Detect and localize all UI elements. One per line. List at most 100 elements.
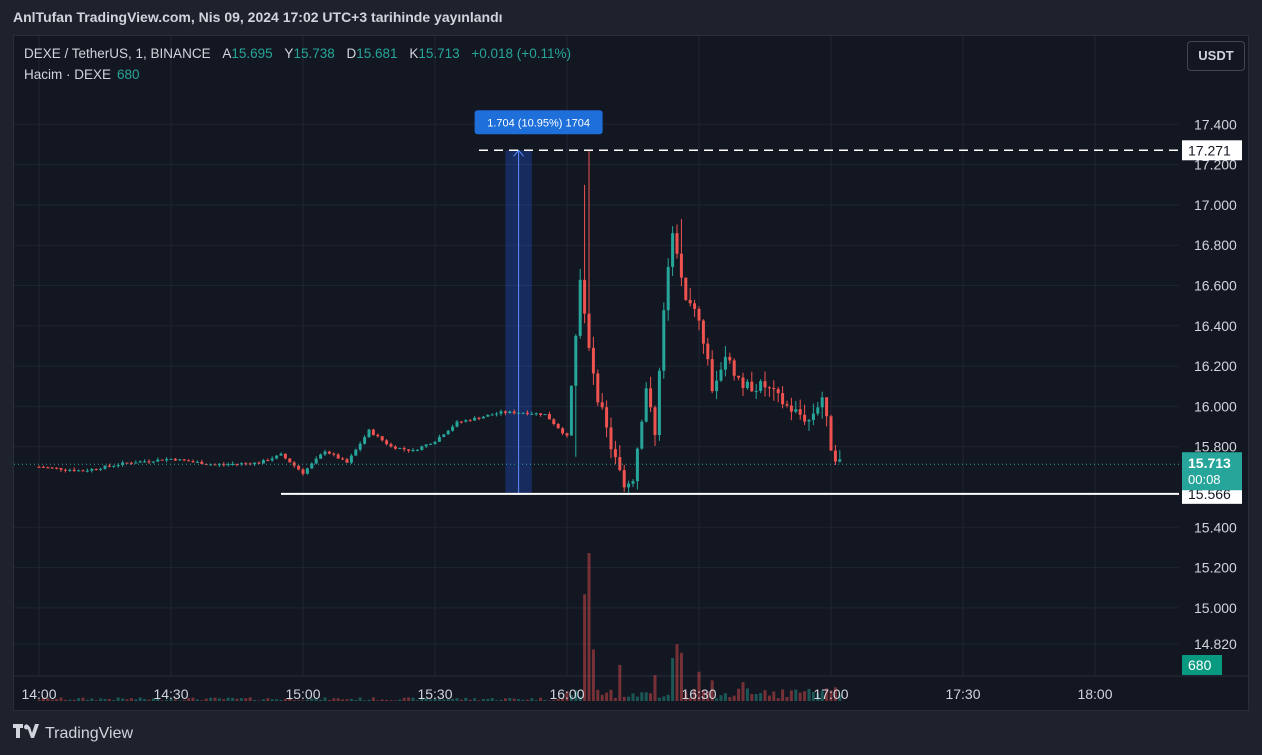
volume-bar: [376, 700, 380, 701]
volume-bar: [292, 700, 296, 701]
y-tick-label: 15.200: [1194, 560, 1237, 576]
candle-body: [552, 419, 556, 424]
candle-body: [222, 464, 226, 466]
volume-bar: [407, 697, 411, 701]
volume-bar: [473, 698, 477, 701]
volume-bar: [741, 682, 745, 701]
candle-body: [213, 464, 217, 466]
candle-body: [781, 393, 785, 405]
volume-bar: [77, 698, 81, 701]
candle-body: [411, 449, 415, 451]
y-tick-label: 17.200: [1194, 157, 1237, 173]
candle-body: [710, 359, 714, 392]
volume-bar: [798, 692, 802, 701]
chart-pane[interactable]: 1.704 (10.95%) 1704 17.400 17.200 17.000 16.…: [13, 35, 1249, 711]
candle-body: [231, 463, 235, 465]
low-label: D: [346, 46, 357, 61]
volume-bar: [451, 698, 455, 701]
volume-bar: [288, 698, 292, 701]
candle-body: [332, 453, 336, 455]
volume-bar: [90, 698, 94, 701]
candle-body: [107, 465, 111, 467]
volume-bar: [231, 697, 235, 701]
candle-body: [77, 470, 81, 472]
candle-body: [297, 465, 301, 470]
volume-bar: [803, 691, 807, 701]
open-value: 15.695: [231, 46, 273, 61]
candle-body: [798, 409, 802, 415]
volume-bar: [789, 690, 793, 701]
volume-bar: [833, 687, 837, 701]
candle-body: [147, 461, 151, 463]
candle-body: [81, 470, 85, 472]
volume-bar: [693, 688, 697, 701]
volume-bar: [517, 699, 521, 701]
volume-bar: [68, 699, 72, 701]
candle-body: [600, 402, 604, 408]
volume-bar: [173, 699, 177, 701]
candle-body: [200, 461, 204, 465]
volume-bar: [301, 700, 305, 701]
volume-bar: [37, 699, 41, 701]
close-value: 15.713: [418, 46, 460, 61]
high-value: 15.738: [293, 46, 335, 61]
volume-bar: [508, 698, 512, 701]
volume-bar: [468, 699, 472, 701]
candle-body: [789, 405, 793, 412]
candle-body: [94, 469, 98, 471]
candle-body: [37, 466, 41, 468]
candle-body: [838, 459, 842, 462]
volume-bar: [204, 698, 208, 701]
candle-body: [301, 469, 305, 474]
candle-body: [715, 380, 719, 392]
volume-bar: [640, 692, 644, 701]
candle-body: [693, 303, 697, 309]
volume-bar: [525, 699, 529, 701]
candle-body: [583, 279, 587, 314]
volume-bar: [248, 697, 252, 701]
candle-body: [134, 462, 138, 464]
volume-bar: [41, 697, 45, 701]
tradingview-brand[interactable]: TradingView: [13, 724, 133, 743]
candle-body: [217, 464, 221, 466]
candle-body: [310, 463, 314, 469]
candle-body: [591, 347, 595, 374]
candle-body: [539, 413, 543, 415]
volume-bar: [618, 664, 622, 701]
price-chart[interactable]: 1.704 (10.95%) 1704 17.400 17.200 17.000 16.…: [14, 36, 1249, 711]
volume-bar: [433, 698, 437, 701]
candle-body: [354, 449, 358, 456]
volume-bar: [767, 695, 771, 701]
candle-body: [754, 390, 758, 392]
candle-body: [151, 461, 155, 463]
volume-bar: [297, 700, 301, 701]
volume-bar: [99, 698, 103, 701]
candle-body: [596, 373, 600, 403]
volume-bar: [745, 688, 749, 701]
volume-bar: [596, 689, 600, 701]
volume-bar: [829, 690, 833, 701]
candle-body: [675, 233, 679, 254]
candle-body: [820, 397, 824, 408]
x-tick-label: 15:00: [285, 686, 320, 702]
volume-bar: [156, 697, 160, 701]
y-tick-label: 16.600: [1194, 278, 1237, 294]
volume-bar: [349, 698, 353, 701]
volume-bar: [398, 699, 402, 701]
candle-body: [363, 437, 367, 444]
volume-bar: [600, 694, 604, 701]
volume-bar: [358, 697, 362, 701]
symbol-label[interactable]: DEXE / TetherUS, 1, BINANCE: [24, 46, 211, 61]
candle-body: [85, 470, 89, 472]
volume-bar: [816, 693, 820, 701]
volume-bar: [165, 700, 169, 701]
candle-body: [165, 459, 169, 461]
candle-body: [59, 468, 63, 470]
volume-bar: [94, 700, 98, 701]
candle-body: [226, 464, 230, 466]
volume-bar: [222, 699, 226, 701]
volume-bar: [121, 698, 125, 701]
candle-body: [389, 444, 393, 447]
volume-bar: [759, 693, 763, 701]
currency-button[interactable]: USDT: [1187, 41, 1245, 71]
